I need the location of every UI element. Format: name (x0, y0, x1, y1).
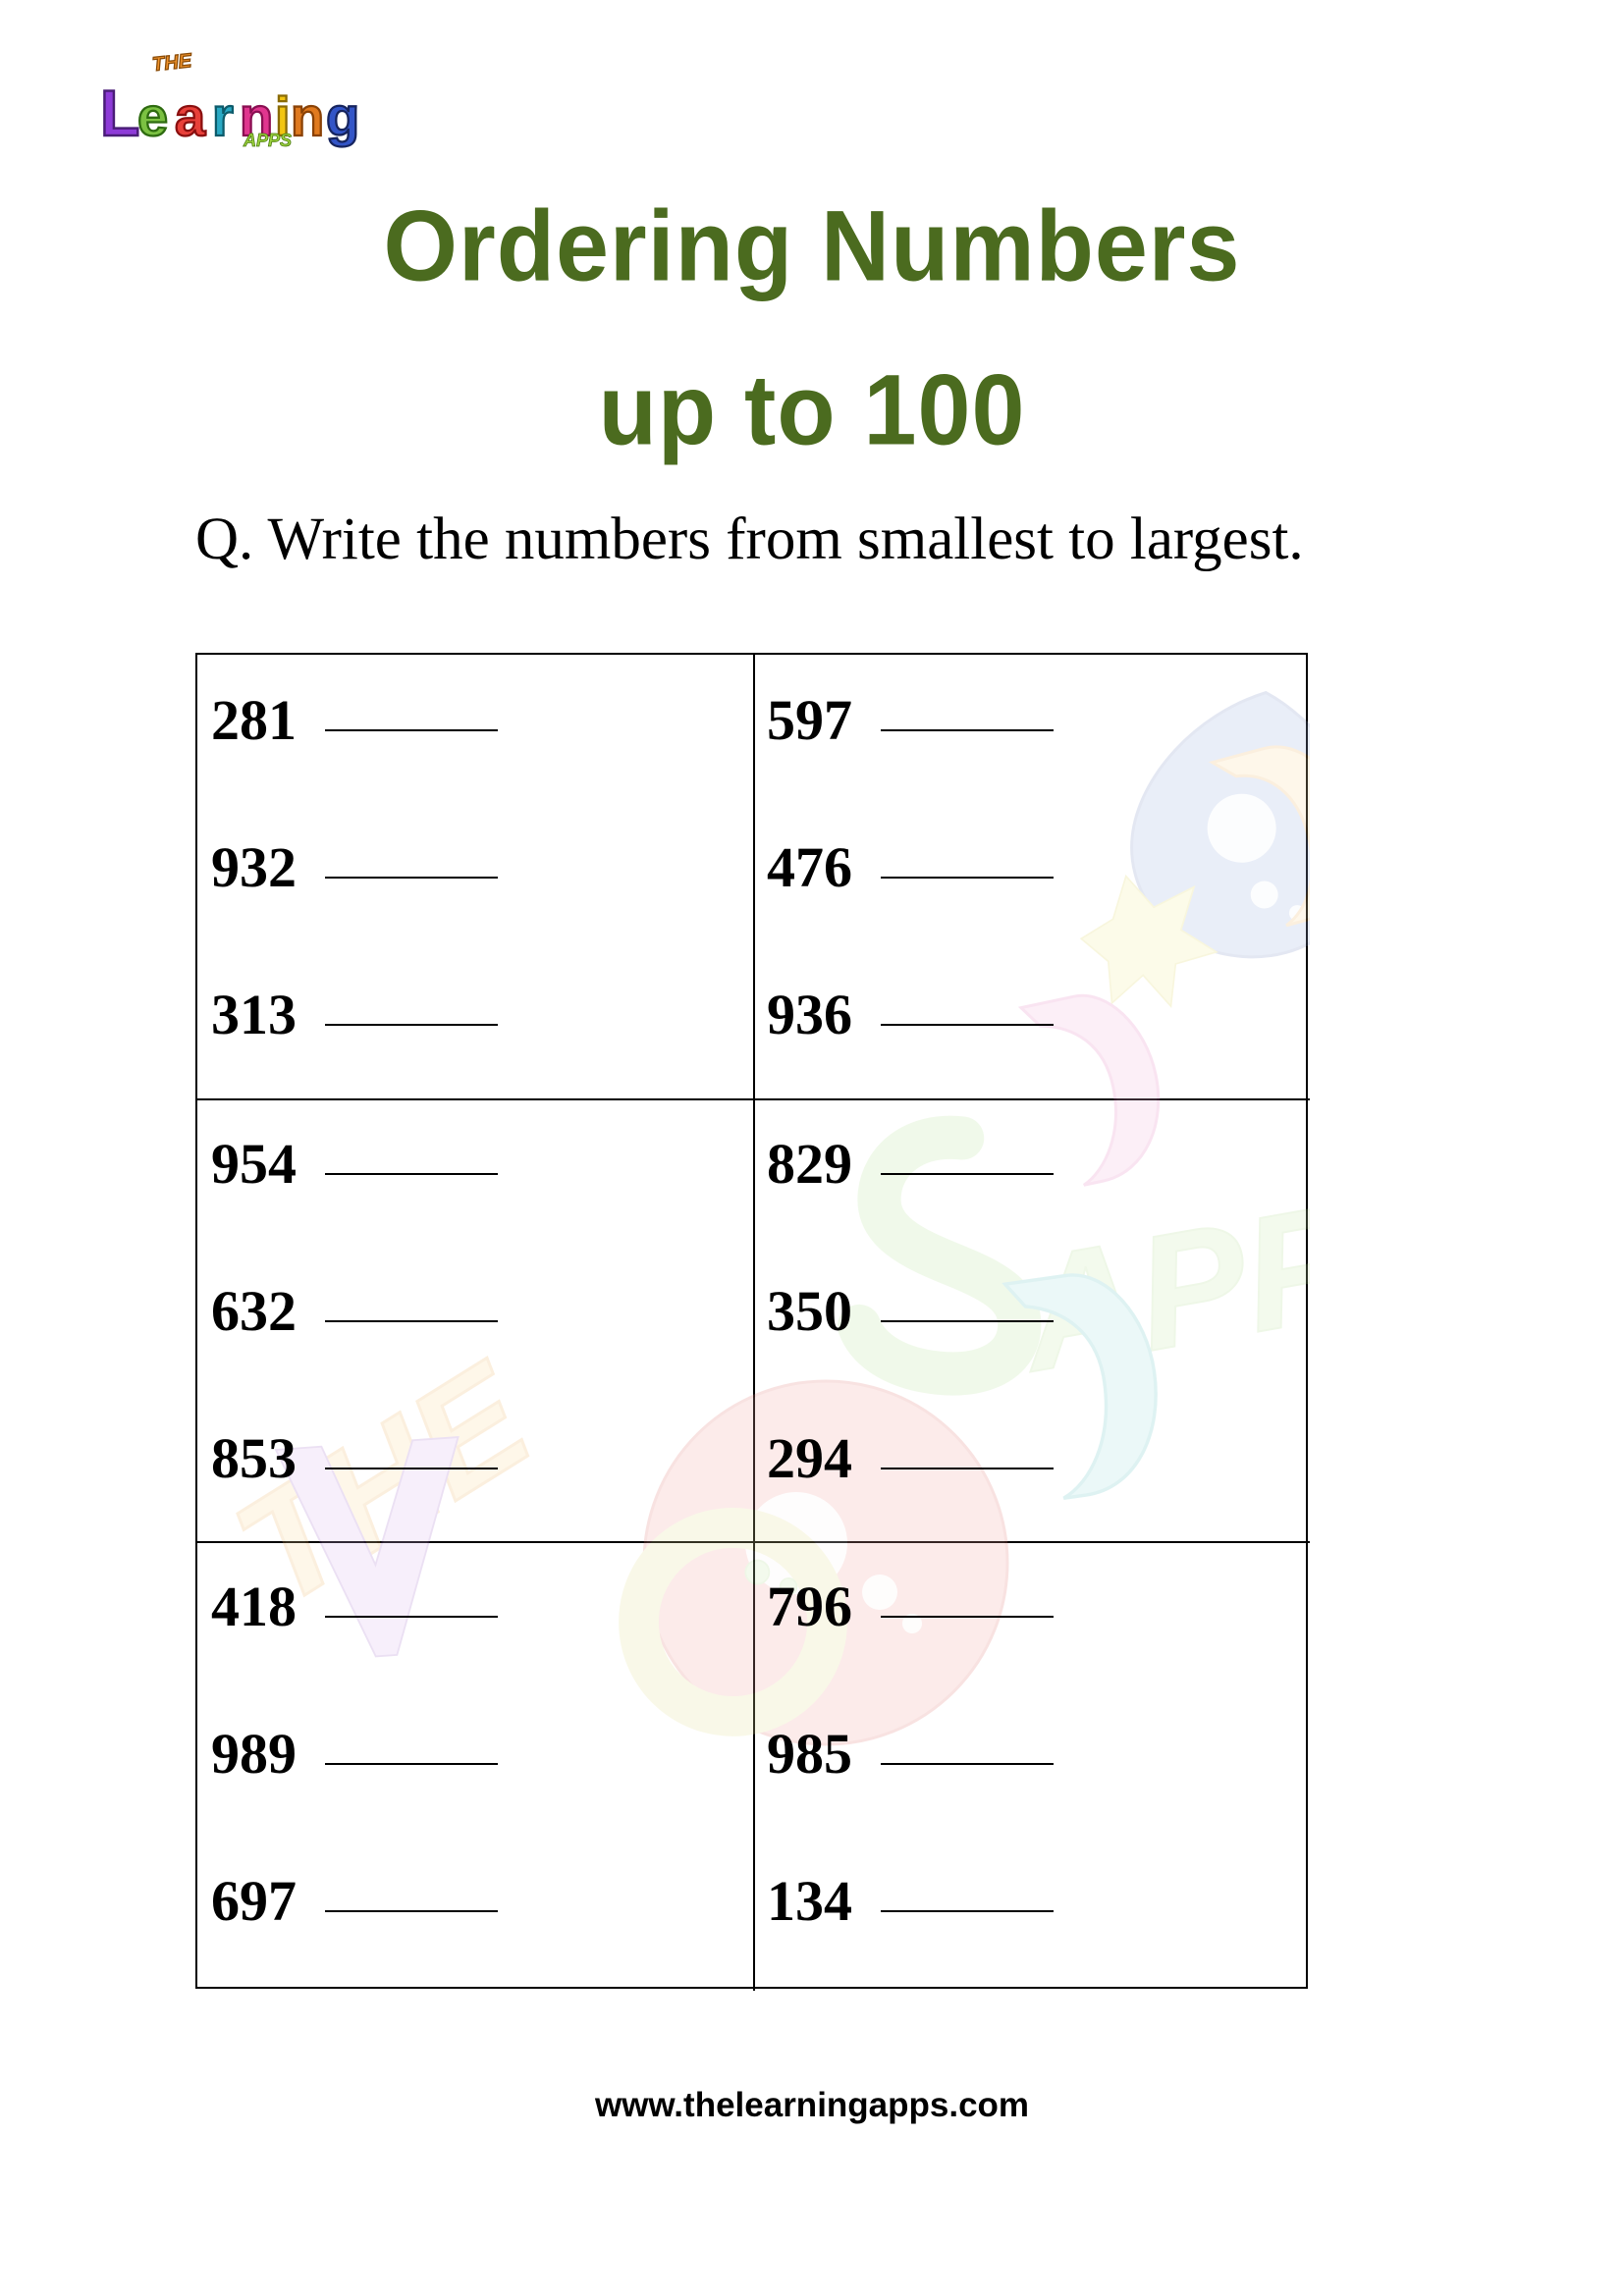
svg-text:THE: THE (151, 50, 193, 76)
svg-text:e: e (137, 85, 168, 147)
svg-text:a: a (175, 85, 206, 147)
svg-text:n: n (291, 85, 324, 147)
svg-text:APPS: APPS (243, 131, 292, 149)
svg-text:r: r (212, 85, 234, 147)
svg-text:g: g (326, 85, 359, 147)
svg-text:L: L (100, 77, 139, 149)
